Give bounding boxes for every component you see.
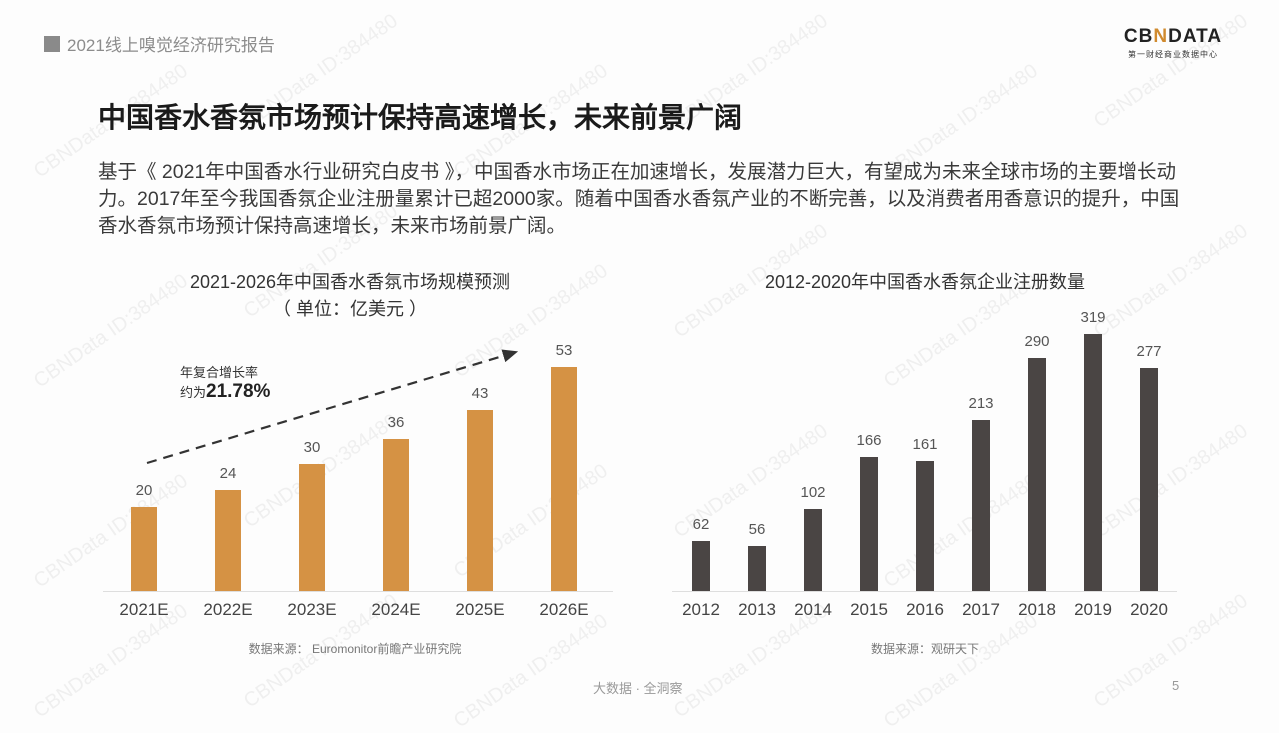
logo-subtitle: 第一财经商业数据中心 — [1128, 50, 1218, 59]
cagr-label: 年复合增长率 — [180, 365, 259, 380]
right-chart-axis — [672, 591, 1177, 592]
left-chart-title: 2021-2026年中国香水香氛市场规模预测 — [189, 272, 511, 292]
bar-2016 — [916, 461, 934, 591]
logo-text-post: DATA — [1168, 26, 1223, 47]
report-tag: 2021线上嗅觉经济研究报告 — [44, 31, 275, 56]
bar-2014 — [804, 508, 822, 591]
page-number: 5 — [1172, 678, 1180, 693]
logo-text-n: N — [1153, 26, 1169, 47]
x-axis-label: 2024E — [371, 600, 421, 619]
left-chart-axis — [103, 591, 613, 592]
square-icon — [44, 35, 60, 52]
bar-2019 — [1084, 334, 1102, 591]
x-axis-label: 2017 — [962, 600, 1000, 619]
x-axis-label: 2019 — [1074, 600, 1112, 619]
x-axis-label: 2023E — [287, 600, 337, 619]
page-title: 中国香水香氛市场预计保持高速增长，未来前景广阔 — [98, 102, 743, 133]
bar-2022E — [215, 489, 241, 591]
x-axis-label: 2014 — [794, 600, 832, 619]
bar-2020 — [1140, 368, 1158, 591]
right-chart-source: 数据来源：观研天下 — [870, 642, 979, 656]
x-axis-label: 2018 — [1018, 600, 1056, 619]
bar-value-label: 24 — [219, 464, 237, 482]
bar-value-label: 161 — [912, 436, 938, 454]
x-axis-label: 2015 — [850, 600, 888, 619]
x-axis-label: 2021E — [119, 600, 169, 619]
x-axis-label: 2013 — [738, 600, 776, 619]
bar-2015 — [860, 457, 878, 591]
x-axis-label: 2026E — [539, 600, 589, 619]
bar-2026E — [551, 367, 577, 591]
body-paragraph: 基于《 2021年中国香水行业研究白皮书 》，中国香水市场正在加速增长，发展潜力… — [98, 161, 1180, 237]
logo-text-pre: CB — [1123, 26, 1154, 47]
bar-value-label: 213 — [968, 394, 994, 412]
x-axis-label: 2025E — [455, 600, 505, 619]
cbndata-logo: CBNDATA 第一财经商业数据中心 — [1123, 26, 1223, 60]
x-axis-label: 2016 — [906, 600, 944, 619]
bar-value-label: 43 — [471, 384, 489, 402]
left-chart-subtitle: （ 单位：亿美元 ） — [272, 299, 427, 319]
bar-2025E — [467, 409, 493, 591]
bar-value-label: 56 — [748, 520, 766, 538]
bar-value-label: 62 — [692, 516, 710, 534]
bar-value-label: 166 — [856, 432, 882, 450]
bar-value-label: 102 — [800, 483, 826, 501]
bar-2021E — [131, 506, 157, 591]
cagr-prefix: 约为 — [180, 385, 207, 400]
x-axis-label: 2020 — [1130, 600, 1168, 619]
bar-value-label: 30 — [303, 439, 321, 457]
bar-2017 — [972, 419, 990, 591]
bar-2012 — [692, 541, 710, 591]
report-title: 2021线上嗅觉经济研究报告 — [67, 36, 275, 55]
right-chart-title: 2012-2020年中国香水香氛企业注册数量 — [764, 272, 1086, 292]
x-axis-label: 2022E — [203, 600, 253, 619]
cagr-annotation: 年复合增长率 约为21.78% — [180, 362, 270, 403]
bar-value-label: 36 — [387, 414, 405, 432]
bar-2013 — [748, 545, 766, 591]
bar-value-label: 53 — [555, 342, 573, 360]
bar-value-label: 277 — [1136, 343, 1162, 360]
footer-tagline: 大数据 · 全洞察 — [593, 681, 683, 696]
left-chart-source: 数据来源： Euromonitor前瞻产业研究院 — [248, 642, 462, 656]
bar-2024E — [383, 439, 409, 591]
bar-value-label: 290 — [1024, 332, 1050, 350]
cagr-value: 21.78% — [206, 381, 271, 402]
bar-2023E — [299, 464, 325, 591]
bar-2018 — [1028, 357, 1046, 591]
bar-value-label: 319 — [1080, 309, 1106, 327]
bar-value-label: 20 — [135, 481, 153, 499]
x-axis-label: 2012 — [682, 600, 720, 619]
